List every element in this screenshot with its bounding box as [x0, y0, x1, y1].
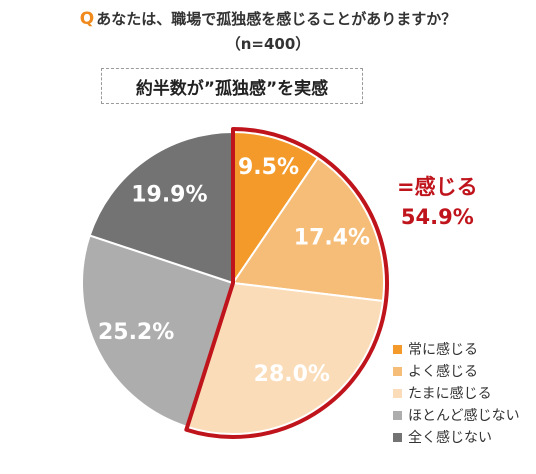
pie-slice-3: [185, 281, 385, 435]
legend-swatch: [393, 344, 402, 354]
legend-item-5: 全く感じない: [393, 426, 520, 448]
legend-item-2: よく感じる: [393, 360, 520, 382]
chart-question: Q あなたは、職場で孤独感を感じることがありますか？: [0, 8, 536, 30]
slice-value-label-5: 19.9%: [131, 182, 207, 207]
legend-label: たまに感じる: [408, 386, 492, 402]
slice-value-label-1: 9.5%: [238, 155, 299, 180]
slice-value-label-3: 28.0%: [254, 362, 330, 387]
legend-swatch: [393, 432, 402, 442]
pie-slice-5: [88, 130, 234, 285]
legend-label: ほとんど感じない: [408, 408, 520, 424]
pie-slice-2: [231, 156, 385, 303]
legend-item-4: ほとんど感じない: [393, 404, 520, 426]
slice-value-label-4: 25.2%: [98, 320, 174, 345]
highlight-label: =感じる: [397, 175, 478, 199]
question-text: あなたは、職場で孤独感を感じることがありますか？: [96, 10, 457, 28]
legend-label: 常に感じる: [408, 342, 478, 358]
highlight-value: 54.9%: [400, 205, 474, 229]
question-mark-icon: Q: [79, 9, 95, 29]
legend-swatch: [393, 366, 402, 376]
sample-size: （n=400）: [225, 35, 311, 53]
highlight-outline: [184, 127, 389, 439]
pie-slice-4: [81, 234, 235, 429]
legend-swatch: [393, 410, 402, 420]
legend-swatch: [393, 388, 402, 398]
summary-callout-text: 約半数が”孤独感”を実感: [135, 78, 329, 99]
legend-item-1: 常に感じる: [393, 338, 520, 360]
legend-item-3: たまに感じる: [393, 382, 520, 404]
slice-value-label-2: 17.4%: [294, 225, 370, 250]
highlight-callout: =感じる 54.9%: [397, 172, 478, 232]
legend-label: 全く感じない: [408, 430, 492, 446]
legend-label: よく感じる: [408, 364, 478, 380]
summary-callout: 約半数が”孤独感”を実感: [101, 68, 363, 104]
chart-legend: 常に感じるよく感じるたまに感じるほとんど感じない 全く感じない: [393, 338, 520, 448]
